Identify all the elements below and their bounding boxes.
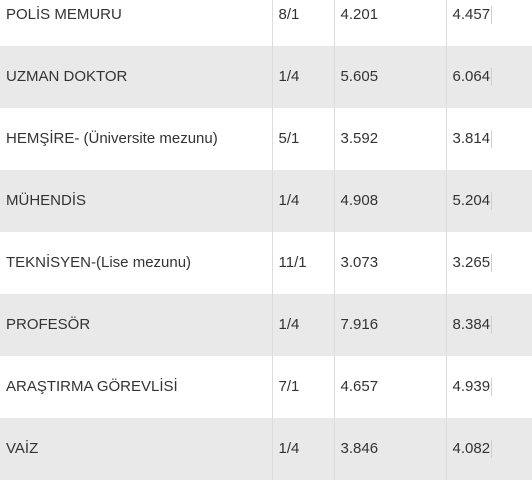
cell-low: 4.201 xyxy=(333,0,446,46)
cell-low: 3.073 xyxy=(333,232,446,294)
table-row: HEMŞİRE- (Üniversite mezunu) 5/1 3.592 3… xyxy=(0,108,532,170)
low-salary-text: 5.605 xyxy=(340,68,379,85)
title-text: MÜHENDİS xyxy=(6,192,87,209)
cell-high: 8.384 xyxy=(445,294,532,356)
title-text: UZMAN DOKTOR xyxy=(6,68,128,85)
low-salary-text: 4.201 xyxy=(340,6,379,23)
high-salary-text: 4.082 xyxy=(452,440,493,458)
grade-text: 1/4 xyxy=(278,68,300,85)
cell-high: 4.082 xyxy=(445,418,532,480)
cell-high: 4.457 xyxy=(445,0,532,46)
title-text: PROFESÖR xyxy=(6,316,91,333)
cell-title: VAİZ xyxy=(0,418,272,480)
cell-low: 3.592 xyxy=(333,108,446,170)
cell-title: UZMAN DOKTOR xyxy=(0,46,272,108)
low-salary-text: 4.908 xyxy=(340,192,379,209)
grade-text: 1/4 xyxy=(278,316,300,333)
table-row: MÜHENDİS 1/4 4.908 5.204 xyxy=(0,170,532,232)
table-row: PROFESÖR 1/4 7.916 8.384 xyxy=(0,294,532,356)
grade-text: 5/1 xyxy=(278,130,300,147)
title-text: VAİZ xyxy=(6,440,39,457)
high-salary-text: 3.814 xyxy=(452,130,493,148)
title-text: ARAŞTIRMA GÖREVLİSİ xyxy=(6,378,178,395)
grade-text: 1/4 xyxy=(278,440,300,457)
cell-grade: 11/1 xyxy=(271,232,334,294)
cell-high: 3.814 xyxy=(445,108,532,170)
cell-high: 4.939 xyxy=(445,356,532,418)
low-salary-text: 3.073 xyxy=(340,254,379,271)
cell-high: 6.064 xyxy=(445,46,532,108)
title-text: POLİS MEMURU xyxy=(6,6,122,23)
cell-grade: 1/4 xyxy=(271,294,334,356)
grade-text: 7/1 xyxy=(278,378,300,395)
table-row: POLİS MEMURU 8/1 4.201 4.457 xyxy=(0,0,532,46)
cell-high: 3.265 xyxy=(445,232,532,294)
cell-low: 3.846 xyxy=(333,418,446,480)
table-row: TEKNİSYEN-(Lise mezunu) 11/1 3.073 3.265 xyxy=(0,232,532,294)
grade-text: 11/1 xyxy=(278,254,307,271)
cell-title: POLİS MEMURU xyxy=(0,0,272,46)
cell-title: HEMŞİRE- (Üniversite mezunu) xyxy=(0,108,272,170)
high-salary-text: 5.204 xyxy=(452,192,493,210)
low-salary-text: 7.916 xyxy=(340,316,379,333)
cell-high: 5.204 xyxy=(445,170,532,232)
cell-title: MÜHENDİS xyxy=(0,170,272,232)
cell-grade: 8/1 xyxy=(271,0,334,46)
cell-low: 5.605 xyxy=(333,46,446,108)
high-salary-text: 3.265 xyxy=(452,254,493,272)
table-row: ARAŞTIRMA GÖREVLİSİ 7/1 4.657 4.939 xyxy=(0,356,532,418)
low-salary-text: 3.592 xyxy=(340,130,379,147)
high-salary-text: 4.457 xyxy=(452,6,493,24)
cell-grade: 1/4 xyxy=(271,418,334,480)
high-salary-text: 6.064 xyxy=(452,68,493,86)
cell-title: PROFESÖR xyxy=(0,294,272,356)
table-row: VAİZ 1/4 3.846 4.082 xyxy=(0,418,532,480)
high-salary-text: 4.939 xyxy=(452,378,493,396)
cell-grade: 1/4 xyxy=(271,46,334,108)
title-text: TEKNİSYEN-(Lise mezunu) xyxy=(6,254,192,271)
title-text: HEMŞİRE- (Üniversite mezunu) xyxy=(6,130,218,147)
cell-low: 4.908 xyxy=(333,170,446,232)
cell-low: 4.657 xyxy=(333,356,446,418)
cell-grade: 7/1 xyxy=(271,356,334,418)
grade-text: 8/1 xyxy=(278,6,300,23)
cell-grade: 5/1 xyxy=(271,108,334,170)
cell-title: ARAŞTIRMA GÖREVLİSİ xyxy=(0,356,272,418)
low-salary-text: 4.657 xyxy=(340,378,379,395)
high-salary-text: 8.384 xyxy=(452,316,493,334)
cell-grade: 1/4 xyxy=(271,170,334,232)
table-row: UZMAN DOKTOR 1/4 5.605 6.064 xyxy=(0,46,532,108)
cell-title: TEKNİSYEN-(Lise mezunu) xyxy=(0,232,272,294)
salary-table: POLİS MEMURU 8/1 4.201 4.457 UZMAN DOKTO… xyxy=(0,0,532,480)
grade-text: 1/4 xyxy=(278,192,300,209)
low-salary-text: 3.846 xyxy=(340,440,379,457)
cell-low: 7.916 xyxy=(333,294,446,356)
